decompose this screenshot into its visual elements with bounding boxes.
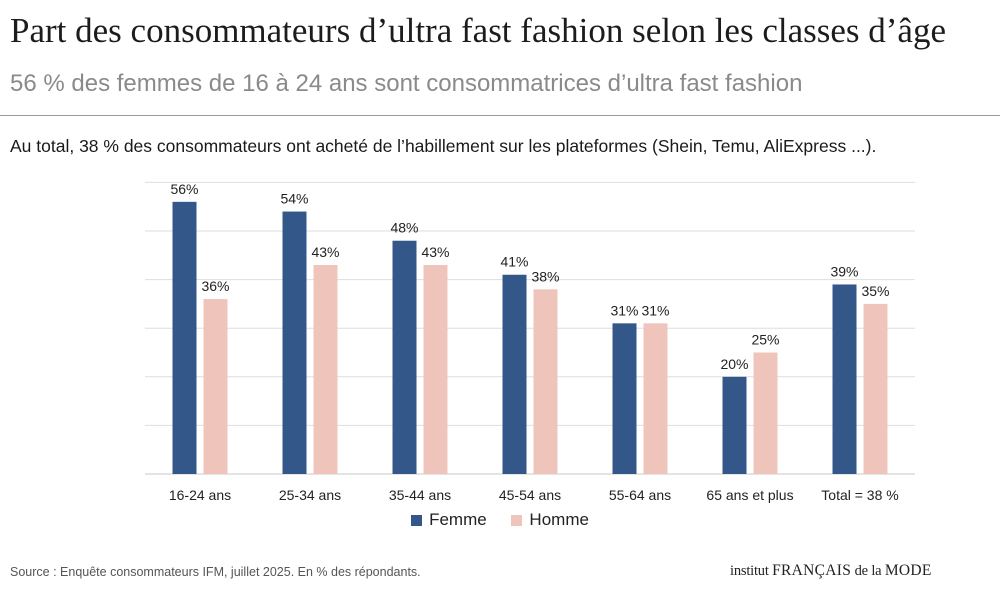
bar-homme (753, 352, 778, 474)
category-label: 25-34 ans (279, 487, 341, 503)
bar-femme (502, 274, 527, 474)
category-label: 55-64 ans (609, 487, 671, 503)
data-label-homme: 43% (421, 244, 449, 260)
logo-part-4: MODE (884, 562, 932, 579)
logo-part-1: institut (730, 563, 769, 579)
bar-femme (612, 323, 637, 474)
divider (0, 115, 1000, 116)
category-label: 16-24 ans (169, 487, 231, 503)
chart-note: Au total, 38 % des consommateurs ont ach… (10, 136, 877, 156)
data-label-homme: 38% (531, 268, 559, 284)
bar-homme (863, 303, 888, 474)
bar-homme (533, 289, 558, 474)
data-label-homme: 43% (311, 244, 339, 260)
data-label-homme: 35% (861, 283, 889, 299)
bar-homme (313, 265, 338, 474)
chart-subtitle: 56 % des femmes de 16 à 24 ans sont cons… (10, 70, 803, 97)
bar-femme (172, 201, 197, 474)
category-label: Total = 38 % (821, 487, 898, 503)
legend-label-femme: Femme (429, 510, 487, 529)
logo-part-2: FRANÇAIS (772, 562, 852, 579)
legend: Femme Homme (0, 510, 1000, 531)
data-label-femme: 54% (280, 191, 308, 207)
data-label-homme: 31% (641, 302, 669, 318)
data-label-homme: 36% (201, 278, 229, 294)
category-label: 45-54 ans (499, 487, 561, 503)
legend-item-homme: Homme (511, 510, 589, 530)
bar-homme (203, 299, 228, 474)
bar-femme (722, 376, 747, 474)
legend-swatch-homme (511, 514, 523, 526)
legend-swatch-femme (411, 514, 423, 526)
bar-homme (643, 323, 668, 474)
data-label-femme: 41% (500, 254, 528, 270)
logo-part-3: de la (854, 563, 882, 579)
bar-femme (392, 240, 417, 474)
data-label-femme: 39% (830, 263, 858, 279)
legend-label-homme: Homme (529, 510, 589, 529)
category-label: 65 ans et plus (706, 487, 793, 503)
chart-title: Part des consommateurs d’ultra fast fash… (10, 11, 946, 50)
ifm-logo: institut FRANÇAIS de la MODE (730, 562, 932, 580)
data-label-femme: 20% (720, 356, 748, 372)
bar-femme (832, 284, 857, 474)
bar-femme (282, 211, 307, 474)
data-label-femme: 31% (610, 302, 638, 318)
legend-item-femme: Femme (411, 510, 487, 530)
category-label: 35-44 ans (389, 487, 451, 503)
data-label-femme: 56% (170, 181, 198, 197)
bar-homme (423, 265, 448, 474)
data-label-femme: 48% (390, 220, 418, 236)
data-label-homme: 25% (751, 332, 779, 348)
source-note: Source : Enquête consommateurs IFM, juil… (10, 565, 421, 579)
